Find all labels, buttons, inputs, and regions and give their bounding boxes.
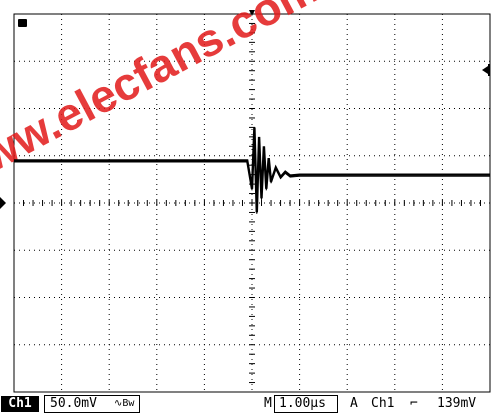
- falling-edge-icon: ⌐: [410, 396, 418, 411]
- trace-noise-band: [14, 128, 490, 214]
- ground-level-marker: [0, 197, 6, 209]
- timebase-prefix: M: [264, 396, 272, 411]
- waveform-trace: [14, 127, 490, 214]
- trigger-level: 139mV: [437, 396, 477, 411]
- top-left-indicator-icon: [18, 19, 27, 27]
- trigger-source: Ch1: [371, 396, 395, 411]
- volts-div-box: [44, 395, 140, 413]
- trace-line: [14, 127, 490, 213]
- timebase-value: 1.00µs: [279, 396, 326, 411]
- ac-coupling-bw-icon: ∿Bw: [114, 398, 135, 409]
- timebase-box: [274, 395, 338, 413]
- channel-badge[interactable]: Ch1: [1, 396, 39, 412]
- trigger-level-bar: [488, 64, 490, 76]
- volts-per-div: 50.0mV: [50, 396, 97, 411]
- trigger-level-marker: [482, 66, 488, 74]
- graticule: [13, 13, 491, 393]
- markers: [0, 10, 490, 209]
- trigger-position-marker: [249, 10, 255, 16]
- trigger-mode: A: [350, 396, 358, 411]
